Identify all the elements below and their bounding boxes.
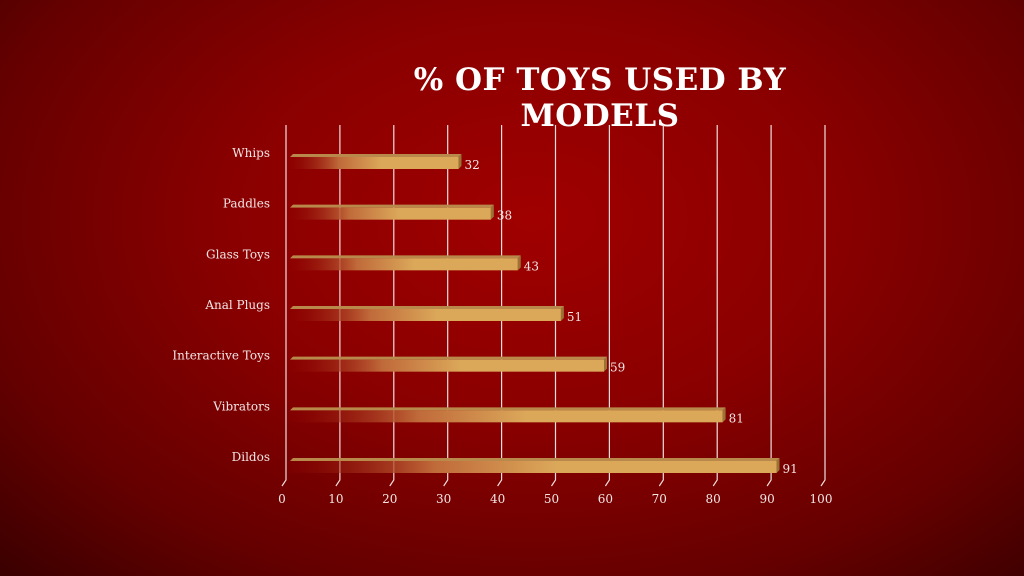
category-label: Vibrators	[212, 399, 270, 413]
category-label: Paddles	[223, 197, 270, 211]
x-tick-label: 0	[278, 492, 286, 506]
x-tick-label: 40	[490, 492, 505, 506]
bar-top	[290, 255, 521, 259]
bar	[288, 157, 459, 169]
bar	[288, 359, 605, 372]
x-tick-label: 10	[328, 492, 343, 506]
gridline	[604, 125, 610, 487]
data-label: 91	[782, 462, 797, 476]
gridline	[820, 125, 826, 487]
x-tick-label: 30	[436, 492, 451, 506]
data-label: 59	[610, 361, 625, 375]
gridline	[497, 125, 503, 487]
gridline	[335, 125, 341, 487]
x-tick-label: 50	[544, 492, 559, 506]
gridline	[443, 125, 449, 487]
x-tick-label: 70	[652, 492, 667, 506]
bar-top	[290, 154, 462, 157]
data-label: 51	[567, 310, 582, 324]
bar-side	[722, 407, 726, 423]
data-label: 81	[729, 411, 744, 425]
gridline	[281, 125, 287, 487]
bar-top	[290, 407, 726, 411]
bar-top	[290, 204, 494, 208]
bar-side	[604, 356, 608, 372]
chart-title: % OF TOYS USED BY MODELS	[413, 62, 787, 134]
bar-side	[776, 458, 780, 473]
bar	[288, 258, 518, 271]
bar	[288, 207, 491, 220]
x-tick-label: 100	[810, 492, 833, 506]
gridline	[658, 125, 664, 487]
bar-top	[290, 356, 608, 360]
data-label: 32	[464, 158, 479, 172]
bar-side	[517, 255, 521, 271]
gridline	[712, 125, 718, 487]
category-label: Glass Toys	[206, 247, 270, 261]
gridline	[551, 125, 557, 487]
x-tick-label: 20	[382, 492, 397, 506]
data-label: 43	[524, 259, 539, 273]
x-tick-label: 90	[759, 492, 774, 506]
bar-side	[490, 204, 494, 220]
gridline	[389, 125, 395, 487]
bar	[288, 410, 723, 423]
x-tick-label: 60	[598, 492, 613, 506]
bar-top	[290, 458, 780, 461]
category-label: Dildos	[232, 450, 270, 464]
category-label: Anal Plugs	[204, 298, 270, 312]
bar-side	[458, 154, 462, 169]
gridline	[766, 125, 772, 487]
data-label: 38	[497, 209, 512, 223]
x-tick-label: 80	[706, 492, 721, 506]
bar	[288, 461, 777, 473]
bar-side	[560, 306, 564, 321]
category-label: Interactive Toys	[172, 349, 270, 363]
bar-top	[290, 306, 564, 309]
category-label: Whips	[232, 146, 270, 160]
bar	[288, 309, 561, 321]
